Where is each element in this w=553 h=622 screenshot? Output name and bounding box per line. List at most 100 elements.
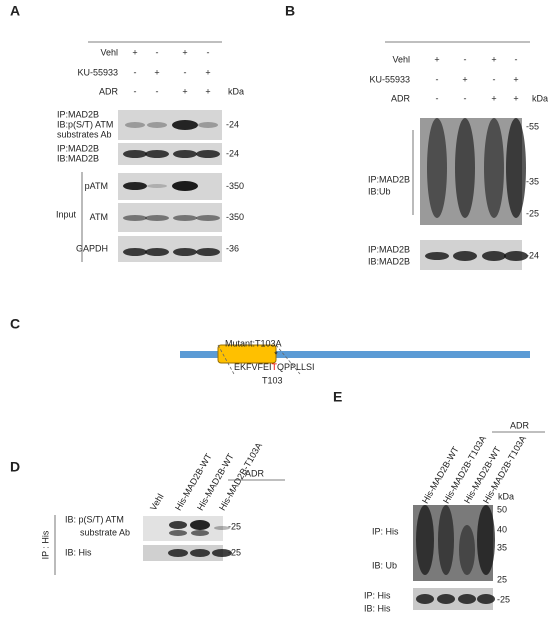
mw-marker: 50 [497,504,507,514]
band [214,526,230,530]
band [147,122,167,128]
panel-label: A [10,3,20,19]
mw-marker: -35 [526,176,539,186]
treatment-label: ADR [510,420,530,430]
blot-label: IB: Ub [372,560,397,570]
mutation-marker: * [274,349,278,359]
mw-marker: -24 [526,250,539,260]
band [437,594,455,604]
sequence-part: QPPLLSI [277,362,315,372]
lane-label: Vehl [148,492,165,512]
treatment-label: KU-55933 [77,67,118,77]
panel-label: D [10,459,20,475]
band [123,150,147,158]
sign: + [132,47,137,57]
band [196,215,220,221]
band [416,505,434,575]
band [173,215,197,221]
blot-label: IP:MAD2B [57,109,99,119]
treatment-label: KU-55933 [369,74,410,84]
band [504,251,528,261]
blot-label: IP: His [372,526,399,536]
sign: - [493,74,496,84]
unit-label: kDa [498,491,514,501]
band [453,251,477,261]
panel-label: C [10,316,20,332]
mutation-label: Mutant:T103A [225,338,282,348]
blot-label: IB: His [65,547,92,557]
treatment-label: Vehl [100,47,118,57]
band [438,505,454,575]
blot-label: pATM [85,181,108,191]
blot-label: ATM [90,212,108,222]
site-label: T103 [262,375,283,385]
panel-label: E [333,389,342,405]
mw-marker: -350 [226,212,244,222]
unit-label: kDa [532,93,548,103]
band [459,525,475,575]
band [123,248,147,256]
protein-bar [180,351,530,358]
band [173,248,197,256]
band [212,549,232,557]
blot-label: IP:MAD2B [57,143,99,153]
sign: - [436,74,439,84]
rule [217,344,235,375]
sign: - [464,54,467,64]
sign: - [134,86,137,96]
mw-marker: 35 [497,542,507,552]
sign: + [491,93,496,103]
band [196,150,220,158]
sign: + [513,74,518,84]
sign: + [205,86,210,96]
mw-marker: 25 [497,574,507,584]
sign: - [207,47,210,57]
band [190,520,210,530]
unit-label: kDa [228,86,244,96]
mw-marker: -25 [497,594,510,604]
blot [118,143,222,165]
sign: + [182,47,187,57]
blot-label: IB:MAD2B [368,256,410,266]
blot-label: IB:MAD2B [57,153,99,163]
blot-label: IP: His [364,590,391,600]
blot-label: substrate Ab [80,527,130,537]
band [169,530,187,536]
blot-label: IB:Ub [368,186,391,196]
band [416,594,434,604]
treatment-label: ADR [391,93,411,103]
sign: - [134,67,137,77]
mw-marker: -36 [226,243,239,253]
band [172,181,198,191]
band [190,549,210,557]
mw-marker: -24 [226,119,239,129]
blot-label: IP:MAD2B [368,244,410,254]
sign: - [436,93,439,103]
sign: - [156,86,159,96]
sequence: EKFVFEITQPPLLSI [234,362,315,372]
treatment-label: ADR [99,86,119,96]
sign: + [205,67,210,77]
sign: - [184,67,187,77]
mw-marker: -25 [228,547,241,557]
blot-label: IB: p(S/T) ATM [65,514,124,524]
sign: + [462,74,467,84]
mw-marker: -25 [526,208,539,218]
band [147,184,167,188]
band [455,118,475,218]
blot-label: substrates Ab [57,129,112,139]
band [191,530,209,536]
sign: + [513,93,518,103]
band [506,118,526,218]
mw-marker: -24 [226,148,239,158]
band [482,251,506,261]
band [169,521,187,529]
band [168,549,188,557]
sign: + [182,86,187,96]
group-label: Input [56,209,77,219]
band [427,118,447,218]
sequence-part: EKFVFEI [234,362,272,372]
blot-label: IB:p(S/T) ATM [57,119,113,129]
band [477,505,495,575]
